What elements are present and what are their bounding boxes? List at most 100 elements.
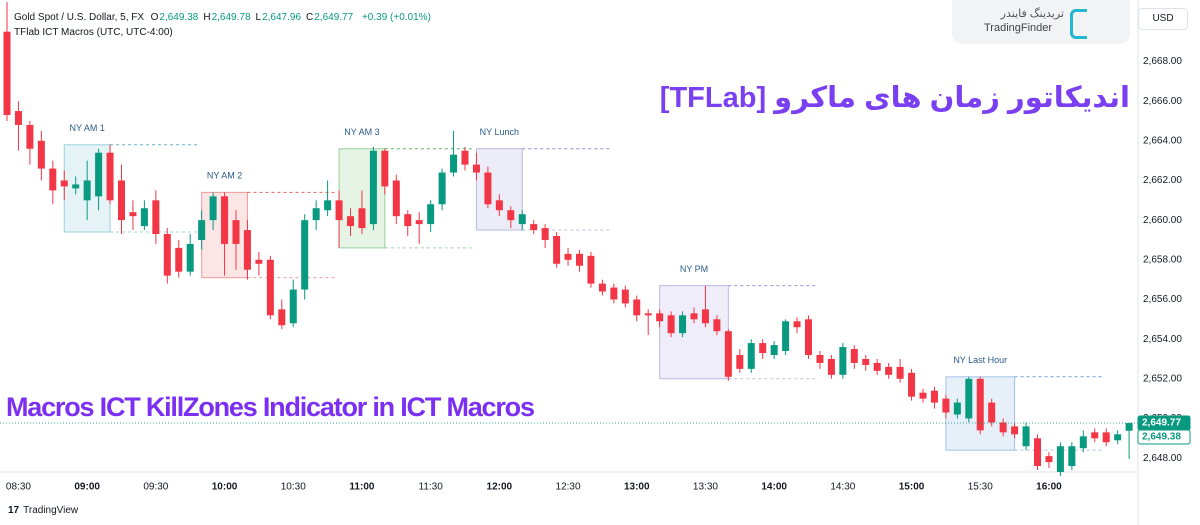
candle-body [49,168,57,191]
candle-body [1114,434,1122,441]
candle-body [976,378,984,431]
candle-body [839,347,847,375]
candle-body [679,315,687,334]
candle-body [129,212,137,217]
candle-body [495,200,503,211]
candle-body [633,299,641,316]
candle-body [816,354,824,363]
price-label-box [1137,429,1191,445]
candle-body [827,358,835,375]
candle-body [198,220,206,240]
x-tick-label: 12:30 [556,482,581,493]
candle-body [72,184,80,189]
candle-body [965,378,973,419]
candle-body [140,208,148,227]
currency-button[interactable]: USD [1138,8,1188,30]
x-tick-label: 09:30 [143,482,168,493]
change: +0.39 (+0.01%) [361,12,431,23]
candle-body [14,111,22,125]
x-tick-label: 14:00 [761,482,787,493]
brand-icon [1070,9,1087,39]
ohlc-value: 2,649.38 [159,12,199,23]
candle-body [1079,436,1087,449]
ohlc-key: L [255,12,262,23]
candle-body [209,196,217,221]
footer-text: TradingView [23,505,79,516]
candle-body [381,150,389,187]
y-tick-label: 2,654.00 [1143,334,1182,345]
x-tick-label: 13:30 [693,482,718,493]
x-tick-label: 10:30 [281,482,306,493]
y-tick-label: 2,660.00 [1143,215,1182,226]
brand-logo: تریدینگ فایندر TradingFinder [952,0,1130,44]
candle-body [576,253,583,266]
candle-body [1022,426,1030,447]
y-tick-label: 2,664.00 [1143,135,1182,146]
candle-body [278,309,286,326]
chart-header: Gold Spot / U.S. Dollar, 5, FX O2,649.38… [14,10,436,40]
x-tick-label: 11:00 [349,482,374,493]
candle-body [1091,432,1099,439]
brand-en: TradingFinder [984,22,1053,34]
candle-body [450,154,458,173]
candle-body [186,243,194,272]
candle-body [930,390,938,403]
brand-fa: تریدینگ فایندر [1000,8,1064,20]
zone-label: NY Last Hour [953,355,1007,365]
ohlc-key: H [203,12,211,23]
candle-body [163,234,171,276]
candle-body [232,220,240,244]
candle-body [106,152,114,201]
candle-body [266,259,274,316]
ohlc-key: O [150,12,159,23]
candle-body [621,289,629,304]
candle-body [1102,432,1110,443]
candle-body [1125,423,1133,431]
ohlc-value: 2,649.78 [211,12,251,23]
candle-body [1056,446,1064,472]
candle-body [3,31,11,116]
candle-body [896,366,904,379]
candle-body [541,228,549,240]
candle-body [518,214,526,225]
candle-body [289,289,297,324]
zone-label: NY Lunch [480,127,519,137]
y-tick-label: 2,662.00 [1143,175,1182,186]
price-label: 2,649.77 [1142,418,1181,429]
candle-body [908,372,916,397]
overlay-title-en: Macros ICT KillZones Indicator in ICT Ma… [6,392,535,422]
footer-logo: 17 [8,505,20,516]
x-tick-label: 09:00 [74,482,100,493]
candle-body [26,124,34,149]
candle-body [472,164,480,173]
x-tick-label: 15:30 [968,482,993,493]
x-tick-label: 12:00 [487,482,513,493]
candle-body [438,172,446,205]
candle-body [221,196,229,244]
candle-body [369,150,377,225]
candle-body [553,236,561,264]
price-label: 2,649.38 [1142,432,1181,443]
candle-body [347,216,354,227]
candle-body [759,343,767,354]
candle-body [335,200,343,221]
candle-body [530,224,538,231]
candle-body [507,210,515,221]
candle-body [701,309,709,324]
candle-body [656,313,664,322]
candle-body [118,180,125,221]
x-tick-label: 11:30 [419,482,444,493]
y-tick-label: 2,648.00 [1143,453,1182,464]
x-tick-label: 16:00 [1036,482,1062,493]
candle-body [690,313,698,320]
candle-body [358,208,366,229]
y-tick-label: 2,656.00 [1143,294,1182,305]
candle-body [885,366,893,375]
x-tick-label: 14:30 [830,482,855,493]
candle-body [610,287,618,300]
ohlc: O2,649.38 H2,649.78 L2,647.96 C2,649.77 [151,12,359,23]
candle-body [392,180,400,217]
candle-body [255,259,263,264]
y-tick-label: 2,652.00 [1143,373,1182,384]
